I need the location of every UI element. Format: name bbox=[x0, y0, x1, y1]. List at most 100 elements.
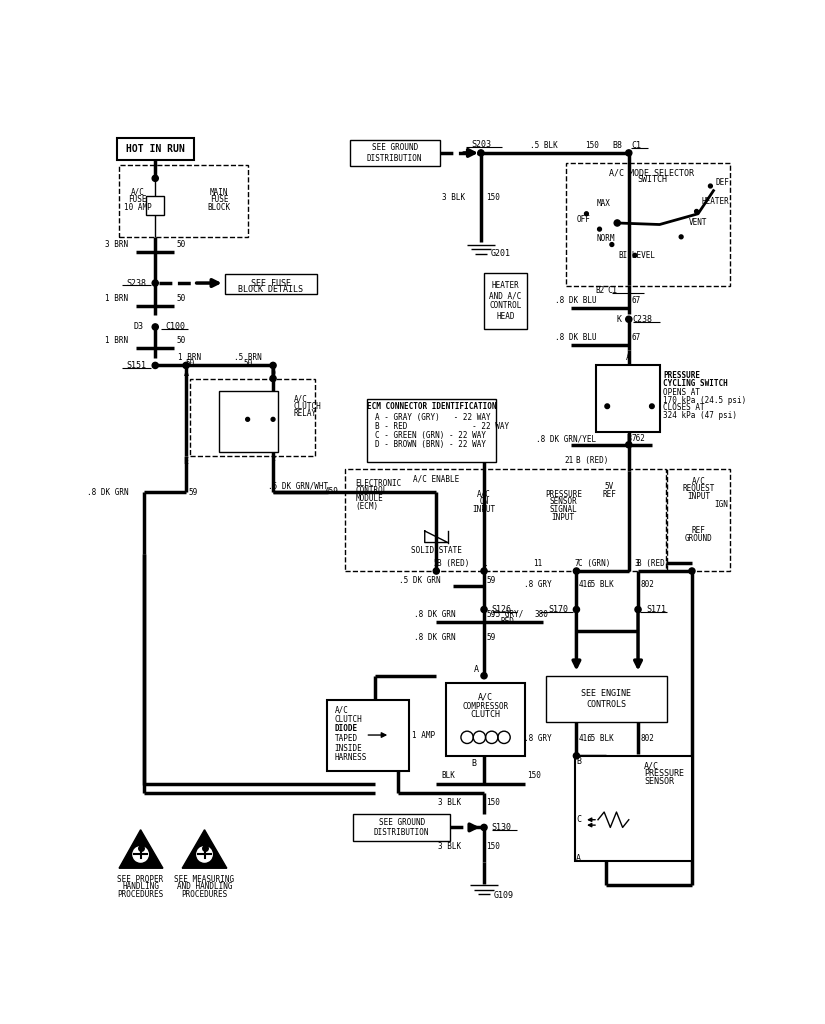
Bar bbox=[566, 163, 730, 286]
Text: G109: G109 bbox=[493, 891, 513, 900]
Text: A: A bbox=[576, 854, 582, 863]
Text: 59: 59 bbox=[487, 575, 496, 585]
Text: 1 AMP: 1 AMP bbox=[412, 730, 435, 739]
Text: 10 AMP: 10 AMP bbox=[124, 203, 152, 212]
Text: 50: 50 bbox=[176, 294, 186, 303]
Text: .5 BLK: .5 BLK bbox=[530, 140, 558, 150]
Text: C238: C238 bbox=[633, 314, 653, 324]
Text: 3 BRN: 3 BRN bbox=[105, 240, 129, 249]
Text: B (RED): B (RED) bbox=[437, 559, 469, 568]
Circle shape bbox=[270, 362, 276, 369]
Text: 1 BRN: 1 BRN bbox=[178, 353, 201, 362]
Bar bbox=[596, 366, 660, 432]
Text: SEE GROUND
DISTRIBUTION: SEE GROUND DISTRIBUTION bbox=[374, 818, 429, 838]
Text: 170 kPa (24.5 psi): 170 kPa (24.5 psi) bbox=[663, 395, 747, 404]
Circle shape bbox=[270, 376, 276, 382]
Text: CONTROL: CONTROL bbox=[356, 486, 388, 496]
Text: 50: 50 bbox=[176, 240, 186, 249]
Circle shape bbox=[478, 150, 484, 156]
Bar bbox=[353, 814, 450, 841]
Text: PROCEDURES: PROCEDURES bbox=[117, 890, 163, 899]
Text: 7: 7 bbox=[574, 559, 579, 568]
Circle shape bbox=[481, 568, 487, 574]
Text: 59: 59 bbox=[487, 633, 496, 642]
Text: C - GREEN (GRN) - 22 WAY: C - GREEN (GRN) - 22 WAY bbox=[375, 431, 486, 440]
Text: MAX: MAX bbox=[596, 200, 610, 208]
Text: B: B bbox=[576, 758, 582, 767]
Text: VENT: VENT bbox=[689, 218, 707, 227]
Text: 416: 416 bbox=[578, 581, 592, 590]
Text: 50: 50 bbox=[243, 359, 252, 369]
Circle shape bbox=[625, 316, 632, 323]
Text: BI-LEVEL: BI-LEVEL bbox=[618, 251, 655, 260]
Text: A/C ENABLE: A/C ENABLE bbox=[413, 474, 460, 483]
Text: PROCEDURES: PROCEDURES bbox=[182, 890, 228, 899]
Circle shape bbox=[689, 568, 695, 574]
Text: 459: 459 bbox=[325, 487, 338, 497]
Circle shape bbox=[152, 324, 158, 330]
Text: HEATER: HEATER bbox=[702, 197, 729, 206]
Text: A: A bbox=[474, 665, 478, 674]
Text: 150: 150 bbox=[527, 771, 541, 780]
Text: .5 GRY/: .5 GRY/ bbox=[491, 609, 523, 618]
Text: DEF: DEF bbox=[716, 178, 729, 187]
Circle shape bbox=[433, 568, 440, 574]
Text: 150: 150 bbox=[487, 194, 500, 202]
Text: ECM CONNECTOR IDENTIFICATION: ECM CONNECTOR IDENTIFICATION bbox=[367, 401, 497, 411]
Circle shape bbox=[573, 753, 579, 759]
Text: 1: 1 bbox=[482, 559, 487, 568]
Text: D3: D3 bbox=[134, 323, 144, 332]
Text: A/C: A/C bbox=[130, 187, 144, 197]
Text: 5: 5 bbox=[434, 559, 439, 568]
Text: 3 BLK: 3 BLK bbox=[438, 798, 461, 807]
Text: 59: 59 bbox=[487, 610, 496, 620]
Text: INPUT: INPUT bbox=[687, 492, 710, 501]
Text: S171: S171 bbox=[647, 605, 667, 614]
Text: REF: REF bbox=[602, 489, 616, 499]
Polygon shape bbox=[182, 829, 227, 868]
Text: 380: 380 bbox=[535, 609, 549, 618]
Text: 1 BRN: 1 BRN bbox=[105, 294, 129, 303]
Text: MAIN: MAIN bbox=[210, 187, 229, 197]
Circle shape bbox=[152, 280, 158, 286]
Text: .5 DK GRN: .5 DK GRN bbox=[398, 575, 441, 585]
Text: RED: RED bbox=[500, 617, 514, 627]
Bar bbox=[667, 469, 730, 571]
Text: CLUTCH: CLUTCH bbox=[294, 401, 322, 411]
Text: S238: S238 bbox=[127, 279, 147, 288]
Bar bbox=[484, 273, 527, 330]
Text: (ECM): (ECM) bbox=[356, 502, 379, 511]
Text: 150: 150 bbox=[487, 842, 500, 851]
Text: .5 BRN: .5 BRN bbox=[233, 353, 262, 362]
Text: CYCLING SWITCH: CYCLING SWITCH bbox=[663, 379, 728, 388]
Text: C1: C1 bbox=[607, 287, 617, 295]
Text: S151: S151 bbox=[127, 360, 147, 370]
Text: B - RED              - 22 WAY: B - RED - 22 WAY bbox=[375, 422, 509, 431]
Text: 802: 802 bbox=[640, 734, 654, 743]
Circle shape bbox=[679, 234, 683, 239]
Text: AND HANDLING: AND HANDLING bbox=[177, 883, 233, 891]
Text: 802: 802 bbox=[640, 581, 654, 590]
Bar bbox=[346, 469, 666, 571]
Bar bbox=[367, 398, 497, 462]
Bar bbox=[119, 165, 248, 237]
Bar bbox=[545, 676, 667, 722]
Text: A/C: A/C bbox=[692, 476, 706, 485]
Text: B (RED): B (RED) bbox=[577, 456, 609, 465]
Text: .8 GRY: .8 GRY bbox=[524, 734, 552, 743]
Text: OFF: OFF bbox=[577, 215, 591, 223]
Text: SENSOR: SENSOR bbox=[549, 498, 578, 506]
Text: 416: 416 bbox=[578, 734, 592, 743]
Text: A/C: A/C bbox=[478, 692, 493, 701]
Circle shape bbox=[197, 847, 212, 862]
Circle shape bbox=[152, 175, 158, 181]
Text: A - GRAY (GRY)   - 22 WAY: A - GRAY (GRY) - 22 WAY bbox=[375, 413, 490, 422]
Text: CLUTCH: CLUTCH bbox=[335, 715, 362, 724]
Circle shape bbox=[152, 362, 158, 369]
Circle shape bbox=[481, 824, 487, 830]
Text: 67: 67 bbox=[631, 333, 640, 342]
Text: 3 BLK: 3 BLK bbox=[442, 194, 465, 202]
Text: SOLID STATE: SOLID STATE bbox=[411, 546, 462, 555]
Text: A/C: A/C bbox=[335, 706, 348, 715]
Text: B: B bbox=[471, 759, 476, 768]
